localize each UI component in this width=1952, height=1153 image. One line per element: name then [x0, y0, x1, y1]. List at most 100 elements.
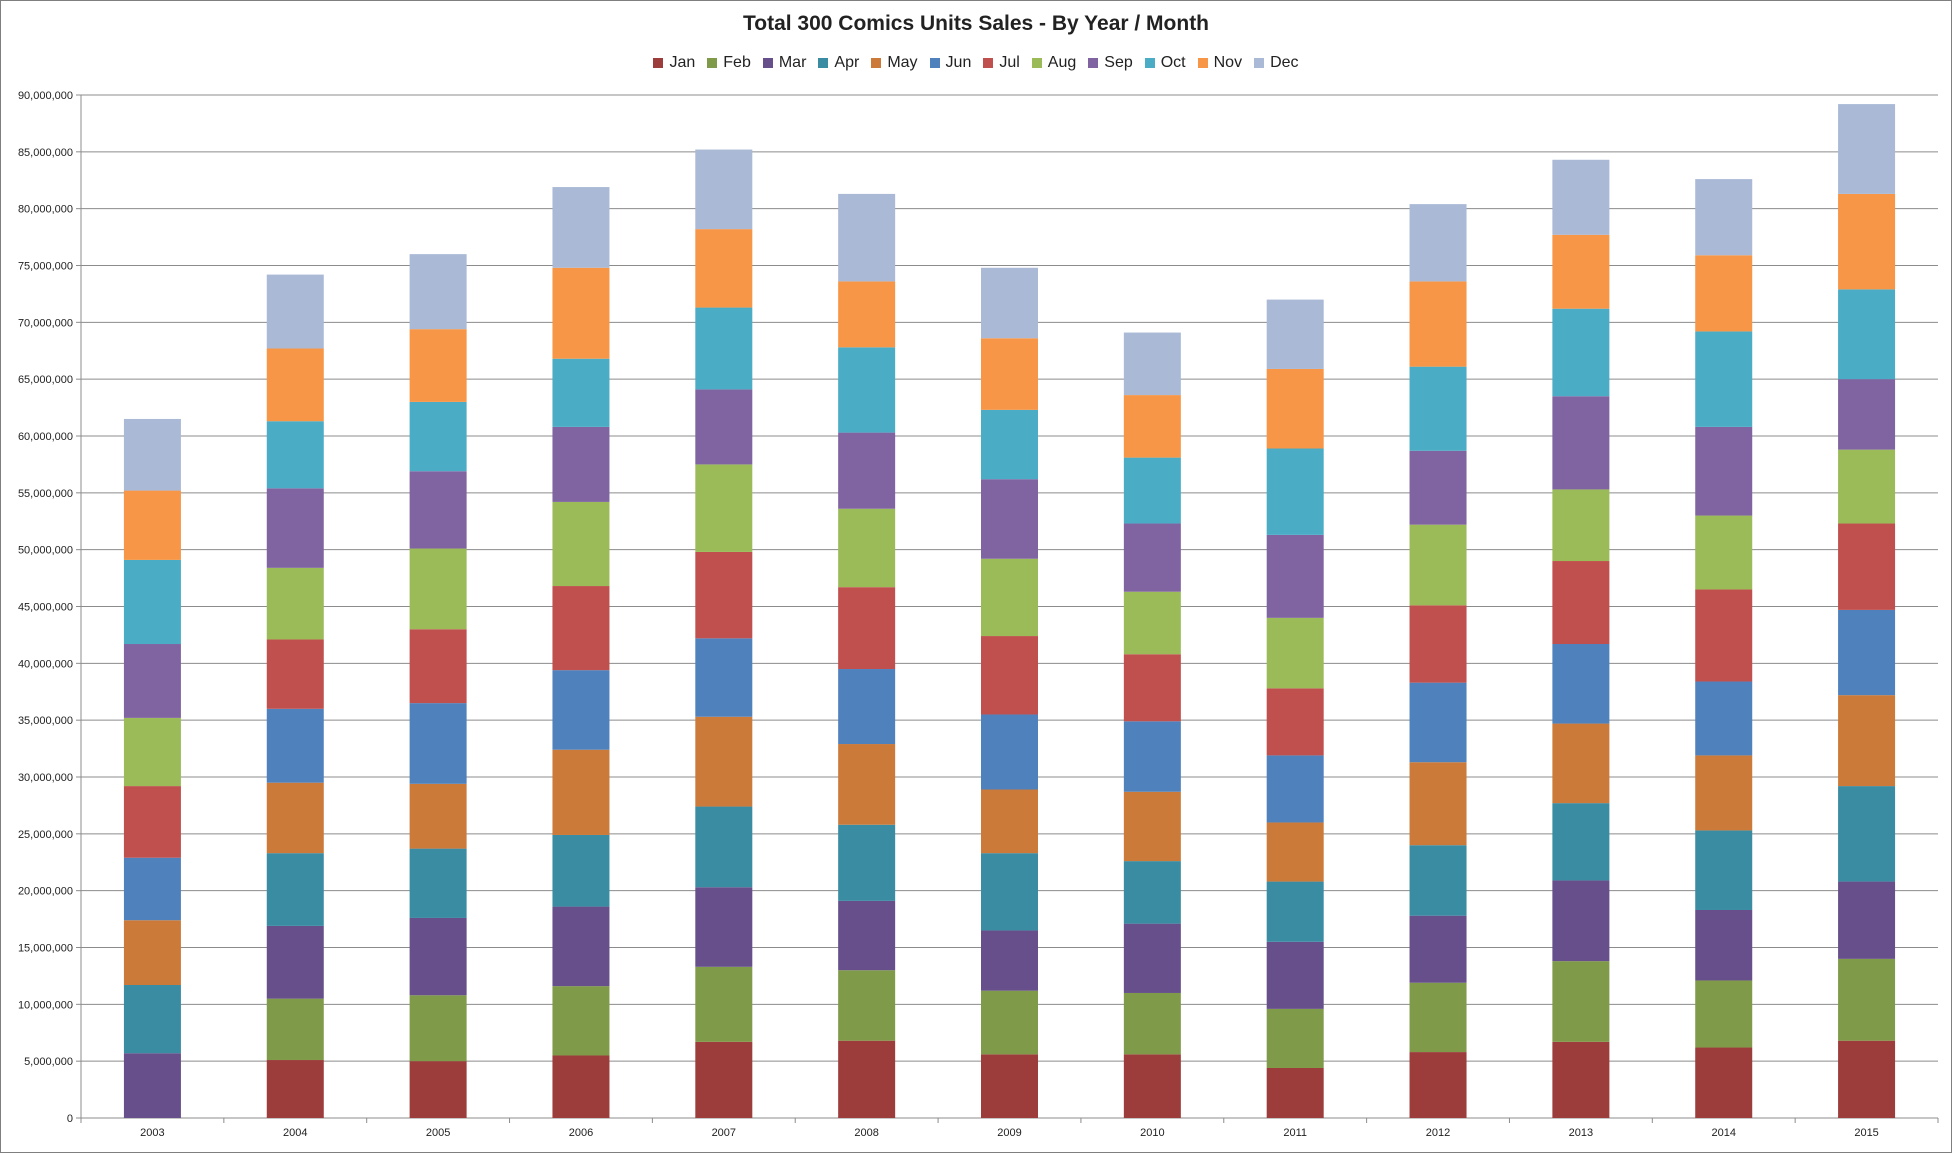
chart-title: Total 300 Comics Units Sales - By Year /…: [742, 12, 1210, 35]
bar-segment-2008-jan: [838, 1040, 896, 1118]
bar-segment-2015-jun: [1838, 609, 1896, 696]
bar-segment-2006-aug: [552, 501, 610, 587]
legend-label: Sep: [1104, 54, 1133, 71]
bar-segment-2011-jun: [1266, 755, 1324, 823]
bar-segment-2011-oct: [1266, 448, 1324, 535]
bar-segment-2010-feb: [1123, 992, 1181, 1055]
legend-item-apr: Apr: [818, 54, 859, 72]
y-tick-label: 50,000,000: [18, 545, 73, 557]
bar-segment-2008-feb: [838, 970, 896, 1041]
bar-segment-2012-aug: [1409, 524, 1467, 606]
bar-segment-2004-jun: [266, 708, 324, 783]
legend-swatch: [1088, 58, 1099, 68]
bar-segment-2012-jul: [1409, 605, 1467, 683]
bar-segment-2014-feb: [1695, 980, 1753, 1048]
bar-segment-2008-oct: [838, 347, 896, 433]
bar-segment-2006-nov: [552, 267, 610, 359]
bar-segment-2010-mar: [1123, 923, 1181, 993]
bar-segment-2004-nov: [266, 348, 324, 422]
bar-segment-2005-mar: [409, 917, 467, 996]
bar-segment-2006-apr: [552, 834, 610, 907]
bar-segment-2003-apr: [123, 985, 181, 1054]
x-tick-label: 2003: [140, 1127, 164, 1139]
bar-segment-2011-sep: [1266, 534, 1324, 618]
bar-segment-2004-feb: [266, 998, 324, 1061]
bar-segment-2006-feb: [552, 986, 610, 1056]
bar-segment-2005-jan: [409, 1061, 467, 1118]
bar-segment-2011-aug: [1266, 617, 1324, 689]
bar-segment-2007-feb: [695, 966, 753, 1042]
legend-item-mar: Mar: [762, 54, 806, 72]
y-tick-label: 15,000,000: [18, 943, 73, 955]
bar-segment-2013-jun: [1552, 644, 1610, 724]
legend-swatch: [1031, 58, 1042, 68]
bar-segment-2012-nov: [1409, 281, 1467, 367]
x-tick-label: 2004: [283, 1127, 307, 1139]
legend-swatch: [1197, 58, 1208, 68]
y-tick-label: 85,000,000: [18, 147, 73, 159]
bar-segment-2005-aug: [409, 548, 467, 630]
bar-segment-2008-jun: [838, 669, 896, 745]
bar-segment-2004-oct: [266, 421, 324, 489]
bar-segment-2015-may: [1838, 695, 1896, 787]
legend-item-oct: Oct: [1144, 54, 1186, 72]
bar-segment-2005-dec: [409, 254, 467, 330]
bar-segment-2005-sep: [409, 471, 467, 549]
y-tick-label: 20,000,000: [18, 886, 73, 898]
bar-segment-2007-apr: [695, 806, 753, 888]
bar-segment-2004-sep: [266, 488, 324, 568]
y-tick-label: 75,000,000: [18, 261, 73, 273]
bar-segment-2005-nov: [409, 329, 467, 402]
bar-segment-2005-apr: [409, 848, 467, 918]
bar-segment-2007-jul: [695, 551, 753, 639]
y-tick-label: 0: [67, 1113, 73, 1125]
bar-segment-2004-jul: [266, 639, 324, 709]
bar-segment-2005-jul: [409, 629, 467, 704]
bar-segment-2003-mar: [123, 1053, 181, 1118]
bar-segment-2015-feb: [1838, 958, 1896, 1041]
legend-label: Nov: [1213, 54, 1243, 71]
bar-segment-2007-oct: [695, 307, 753, 390]
bar-segment-2011-dec: [1266, 299, 1324, 369]
bar-segment-2013-aug: [1552, 489, 1610, 562]
bar-segment-2003-jul: [123, 786, 181, 858]
bar-segment-2015-jul: [1838, 523, 1896, 610]
x-tick-label: 2012: [1426, 1127, 1450, 1139]
bar-segment-2005-oct: [409, 401, 467, 472]
bar-segment-2003-dec: [123, 418, 181, 491]
bar-segment-2011-may: [1266, 822, 1324, 882]
bar-segment-2012-feb: [1409, 982, 1467, 1053]
bar-segment-2008-mar: [838, 900, 896, 971]
bar-segment-2007-may: [695, 716, 753, 807]
bar-segment-2007-sep: [695, 389, 753, 465]
bar-segment-2004-dec: [266, 274, 324, 349]
y-tick-label: 25,000,000: [18, 829, 73, 841]
legend-label: Apr: [834, 54, 860, 71]
bar-segment-2006-jun: [552, 670, 610, 750]
bar-segment-2010-nov: [1123, 395, 1181, 458]
y-tick-label: 35,000,000: [18, 715, 73, 727]
bar-segment-2009-jan: [981, 1054, 1038, 1118]
bar-segment-2009-jun: [981, 714, 1038, 790]
legend-swatch: [1254, 58, 1265, 68]
y-tick-label: 70,000,000: [18, 317, 73, 329]
bar-segment-2011-jan: [1266, 1067, 1324, 1118]
x-tick-label: 2010: [1140, 1127, 1164, 1139]
y-tick-label: 45,000,000: [18, 602, 73, 614]
y-tick-label: 55,000,000: [18, 488, 73, 500]
bar-segment-2015-apr: [1838, 786, 1896, 882]
bar-segment-2009-sep: [981, 479, 1038, 559]
bar-segment-2006-jan: [552, 1055, 610, 1118]
bar-segment-2011-jul: [1266, 688, 1324, 756]
legend-swatch: [653, 58, 664, 68]
bar-segment-2013-may: [1552, 723, 1610, 804]
bar-segment-2013-jul: [1552, 561, 1610, 645]
x-tick-label: 2006: [569, 1127, 593, 1139]
bar-segment-2012-apr: [1409, 845, 1467, 916]
bar-segment-2003-may: [123, 920, 181, 986]
bar-segment-2014-oct: [1695, 331, 1753, 427]
x-tick-label: 2013: [1569, 1127, 1593, 1139]
bar-segment-2009-dec: [981, 267, 1038, 339]
bar-segment-2014-jan: [1695, 1047, 1753, 1118]
x-tick-label: 2007: [712, 1127, 736, 1139]
